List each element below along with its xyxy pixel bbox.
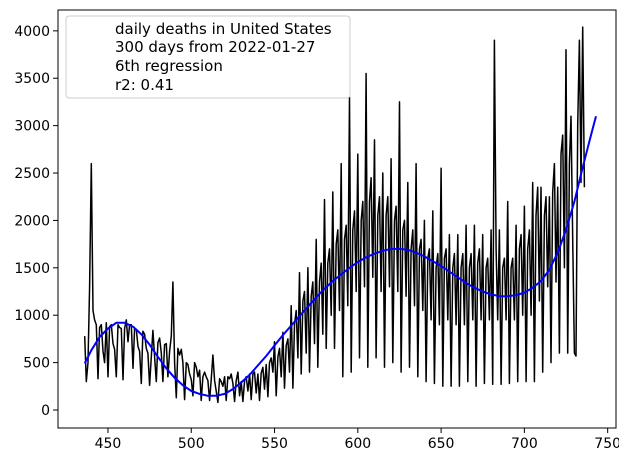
legend-line-1: daily deaths in United States	[115, 20, 332, 38]
y-tick-label: 1000	[14, 308, 50, 324]
y-tick-label: 2500	[14, 166, 50, 182]
x-axis: 450 500 550 600 650 700 750	[95, 428, 619, 452]
legend: daily deaths in United States 300 days f…	[65, 15, 351, 99]
x-tick-label: 600	[344, 436, 371, 452]
series-layer	[83, 26, 597, 404]
legend-line-2: 300 days from 2022-01-27	[115, 38, 315, 56]
y-axis: 0 500 1000 1500 2000 2500 3000 3500 4000	[14, 24, 58, 419]
legend-box	[65, 15, 351, 99]
x-tick-label: 650	[428, 436, 455, 452]
y-tick-label: 4000	[14, 24, 50, 40]
y-tick-label: 3500	[14, 71, 50, 87]
plot-frame	[57, 9, 617, 429]
y-tick-label: 500	[23, 356, 50, 372]
daily-series-line	[83, 26, 586, 404]
x-tick-label: 700	[511, 436, 538, 452]
y-tick-label: 0	[41, 403, 50, 419]
y-tick-label: 1500	[14, 261, 50, 277]
regression-series-line	[83, 115, 597, 397]
x-tick-label: 550	[261, 436, 288, 452]
y-tick-label: 3000	[14, 119, 50, 135]
x-tick-label: 450	[95, 436, 122, 452]
x-tick-label: 500	[178, 436, 205, 452]
legend-line-3: 6th regression	[115, 57, 223, 75]
y-tick-label: 2000	[14, 213, 50, 229]
x-tick-label: 750	[594, 436, 619, 452]
legend-line-4: r2: 0.41	[115, 76, 174, 94]
